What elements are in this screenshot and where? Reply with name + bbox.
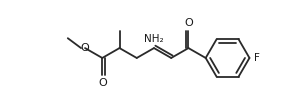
Text: O: O (81, 43, 89, 53)
Text: O: O (184, 18, 193, 28)
Text: O: O (98, 78, 107, 88)
Text: NH₂: NH₂ (144, 34, 164, 44)
Text: F: F (254, 53, 260, 63)
